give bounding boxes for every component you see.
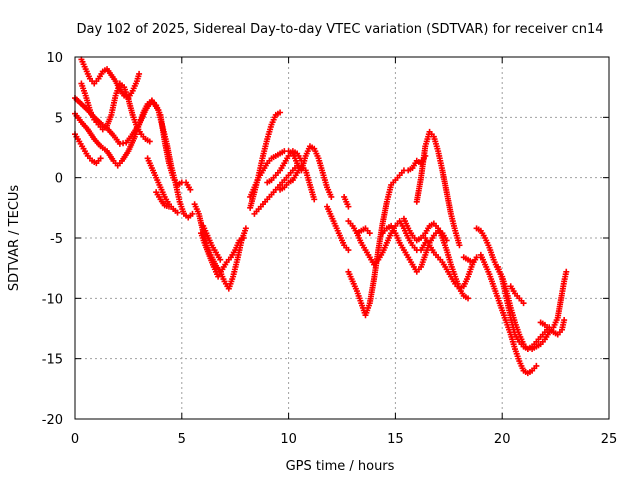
x-tick-label: 10 [280,432,297,447]
data-point [136,70,143,77]
series-track-1 [78,56,143,102]
data-point [97,155,104,162]
x-tick-label: 15 [387,432,404,447]
series-track-25 [460,254,476,266]
x-tick-label: 5 [178,432,186,447]
series-track-11 [247,109,284,211]
data-series [72,56,570,377]
data-point [277,109,284,116]
series-track-17 [341,193,352,210]
data-point [366,230,373,237]
series-track-14 [264,148,305,186]
data-point [328,193,335,200]
series-track-23 [413,128,463,249]
series-track-6 [144,155,181,216]
series-track-28 [494,263,570,353]
series-track-20 [345,218,373,237]
data-point [174,209,181,216]
series-track-12 [247,143,335,200]
series-track-5 [72,131,104,167]
series-track-30 [507,283,527,307]
series-track-27 [477,251,540,377]
data-point [345,203,352,210]
data-point [189,210,196,217]
series-track-13 [251,162,301,217]
y-tick-label: 10 [46,51,63,66]
data-point [563,268,570,275]
data-point [217,256,224,263]
plot-frame [74,56,610,420]
data-point [465,295,472,302]
x-tick-label: 20 [494,432,511,447]
series-track-7 [153,189,172,210]
data-point [469,259,476,266]
series-track-18 [345,152,429,319]
data-point [242,225,249,232]
series-track-16 [324,203,352,254]
data-point [240,235,247,241]
x-tick-label: 25 [601,432,618,447]
y-tick-label: 0 [55,172,63,187]
data-point [533,362,540,369]
series-track-24 [422,235,484,292]
series-track-4 [72,97,194,193]
data-point [187,186,194,193]
y-tick-label: -15 [42,353,63,368]
y-axis-label: SDTVAR / TECUs [7,185,22,292]
data-point [561,317,568,324]
y-tick-label: -5 [50,232,63,247]
data-point [520,300,527,307]
series-track-15 [277,162,318,203]
chart-title: Day 102 of 2025, Sidereal Day-to-day VTE… [76,22,603,37]
series-track-29 [537,317,568,338]
y-tick-label: -20 [42,413,63,428]
axis-ticks: 0 5 10 15 20 25 -20 -15 -10 -5 0 5 10 [42,51,618,447]
data-point [456,242,463,249]
series-track-9 [198,230,247,280]
data-point [146,138,153,145]
data-point [345,247,352,254]
y-tick-label: 5 [55,111,63,126]
y-tick-label: -10 [42,292,63,307]
series-track-8 [191,201,249,292]
x-tick-label: 0 [71,432,79,447]
data-point [165,203,172,210]
data-point [311,196,318,203]
series-track-10 [200,222,224,263]
x-axis-label: GPS time / hours [286,459,395,474]
